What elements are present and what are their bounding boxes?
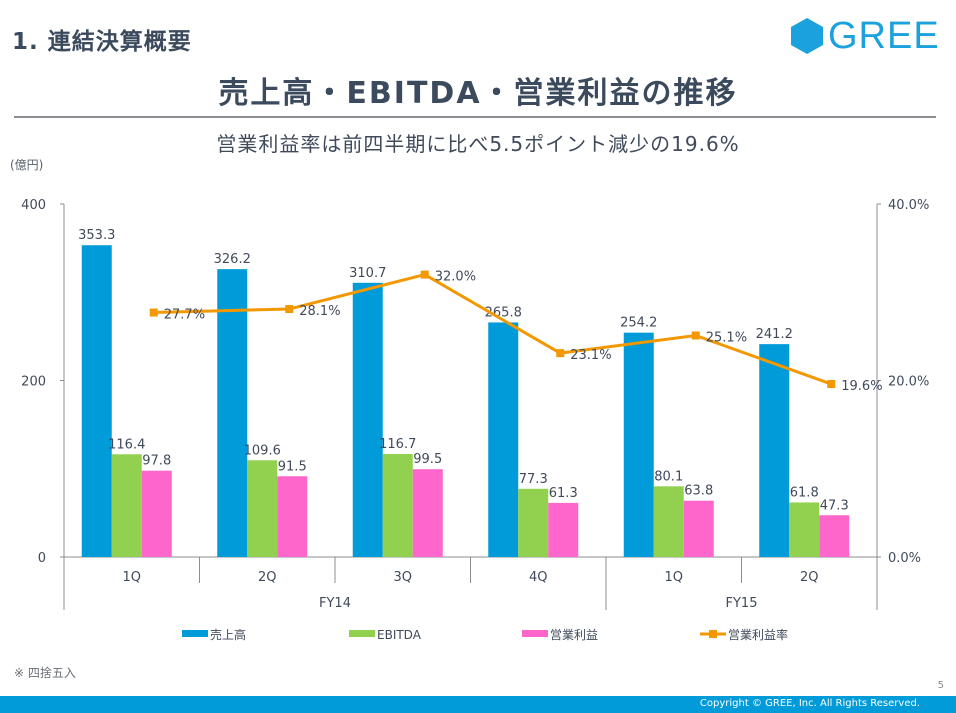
margin-point xyxy=(827,380,836,389)
margin-point xyxy=(691,331,700,340)
page-title: 売上高・EBITDA・営業利益の推移 xyxy=(218,76,738,111)
title-divider xyxy=(14,116,936,118)
bar-data-label: 91.5 xyxy=(278,459,307,474)
bar-sales xyxy=(81,245,112,557)
bar-data-label: 326.2 xyxy=(214,252,251,267)
hexagon-logo-icon xyxy=(791,18,823,54)
bar-ebitda xyxy=(382,454,413,557)
left-tick-label: 200 xyxy=(21,375,46,390)
right-tick-label: 0.0% xyxy=(888,551,921,566)
logo-text: GREE xyxy=(828,15,940,57)
margin-point xyxy=(285,305,294,314)
margin-data-label: 27.7% xyxy=(164,308,205,323)
legend-label: 営業利益 xyxy=(550,628,598,642)
margin-point xyxy=(149,308,158,317)
legend-swatch xyxy=(182,630,208,637)
legend-label: 売上高 xyxy=(210,627,246,642)
bar-data-label: 116.4 xyxy=(108,437,145,452)
legend-marker xyxy=(709,630,717,638)
bar-ebitda xyxy=(789,502,820,557)
legend-label: EBITDA xyxy=(377,628,422,642)
bar-ebitda xyxy=(653,486,684,557)
bar-data-label: 99.5 xyxy=(413,452,442,467)
y-axis-unit-label: (億円) xyxy=(10,158,44,172)
bar-operating-income xyxy=(277,476,308,557)
bar-ebitda xyxy=(111,454,142,557)
category-label: 2Q xyxy=(258,570,277,585)
bar-data-label: 80.1 xyxy=(654,469,683,484)
bar-operating-income xyxy=(141,470,172,557)
margin-point xyxy=(556,349,565,358)
bar-data-label: 353.3 xyxy=(78,228,115,243)
category-label: 1Q xyxy=(664,570,683,585)
bar-data-label: 61.3 xyxy=(549,486,578,501)
margin-line xyxy=(153,273,832,386)
bar-data-label: 310.7 xyxy=(349,266,386,281)
bar-ebitda xyxy=(518,488,549,557)
bar-operating-income xyxy=(819,515,850,557)
chart-subtitle: 営業利益率は前四半期に比べ5.5ポイント減少の19.6% xyxy=(216,132,740,156)
page-number: 5 xyxy=(937,680,944,691)
bar-data-label: 97.8 xyxy=(142,454,171,469)
margin-data-label: 32.0% xyxy=(435,270,476,285)
bar-operating-income xyxy=(548,502,579,557)
legend-label: 営業利益率 xyxy=(728,627,788,642)
bar-data-label: 47.3 xyxy=(820,498,849,513)
margin-data-label: 23.1% xyxy=(570,348,611,363)
legend-swatch xyxy=(522,630,548,637)
margin-data-label: 19.6% xyxy=(841,379,882,394)
bar-data-label: 116.7 xyxy=(379,437,416,452)
legend-swatch xyxy=(349,630,375,637)
bar-data-label: 63.8 xyxy=(684,484,713,499)
margin-data-label: 25.1% xyxy=(706,330,747,345)
left-tick-label: 400 xyxy=(21,198,46,213)
bar-data-label: 265.8 xyxy=(485,305,522,320)
bar-data-label: 241.2 xyxy=(756,327,793,342)
group-label: FY14 xyxy=(319,596,351,611)
margin-data-label: 28.1% xyxy=(299,304,340,319)
bar-sales xyxy=(623,332,654,557)
margin-point xyxy=(420,270,429,279)
bar-sales xyxy=(352,282,383,557)
copyright-text: Copyright © GREE, Inc. All Rights Reserv… xyxy=(699,698,920,709)
category-label: 2Q xyxy=(800,570,819,585)
category-label: 1Q xyxy=(122,570,141,585)
bar-data-label: 61.8 xyxy=(790,485,819,500)
category-label: 4Q xyxy=(529,570,548,585)
bar-sales xyxy=(217,269,248,557)
group-label: FY15 xyxy=(726,596,758,611)
bar-ebitda xyxy=(247,460,278,557)
category-label: 3Q xyxy=(393,570,412,585)
gree-logo: GREE xyxy=(790,16,940,56)
bar-data-label: 109.6 xyxy=(244,443,281,458)
right-tick-label: 20.0% xyxy=(888,375,929,390)
left-tick-label: 0 xyxy=(38,551,46,566)
bar-data-label: 254.2 xyxy=(620,316,657,331)
rounding-note: ※ 四捨五入 xyxy=(14,666,76,680)
bar-sales xyxy=(759,344,790,557)
bar-operating-income xyxy=(412,469,443,557)
bar-data-label: 77.3 xyxy=(519,472,548,487)
footer-bar xyxy=(0,696,956,713)
right-tick-label: 40.0% xyxy=(888,198,929,213)
bar-operating-income xyxy=(683,500,714,557)
section-title: 1. 連結決算概要 xyxy=(12,29,192,55)
bar-sales xyxy=(488,322,519,557)
